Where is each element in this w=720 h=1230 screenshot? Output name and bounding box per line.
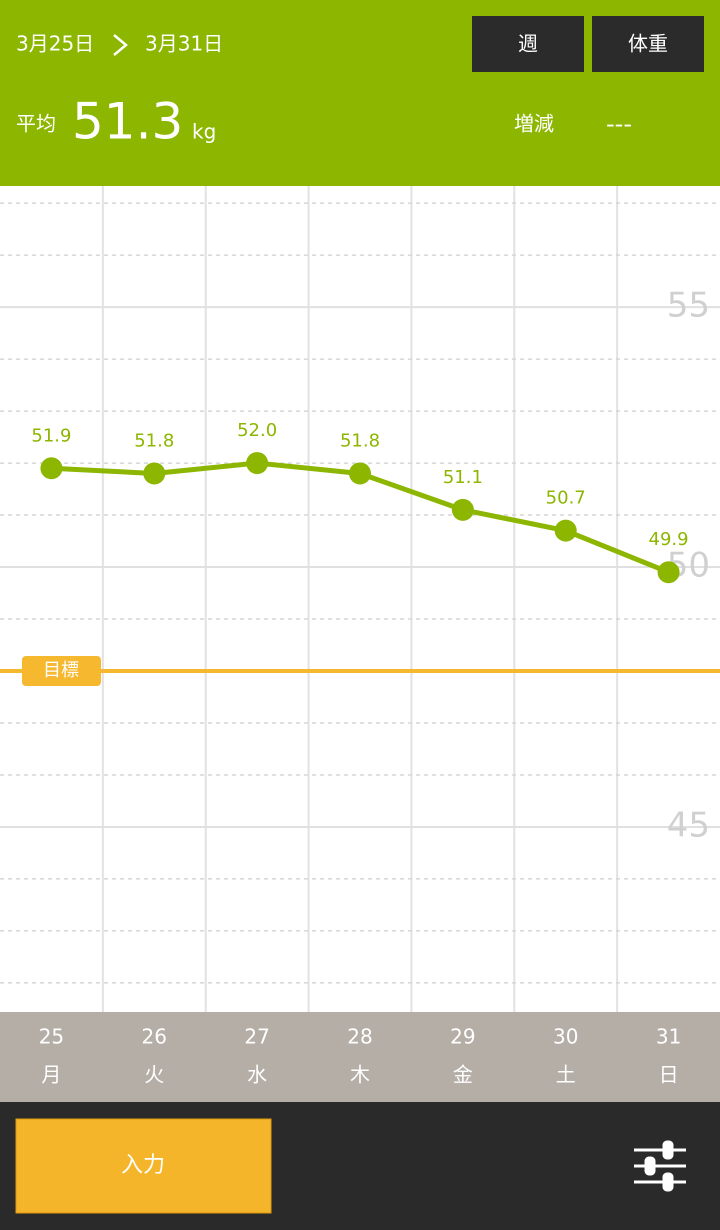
x-tick-label: 25 (39, 1025, 64, 1049)
x-tick-label: 27 (244, 1025, 269, 1049)
input-button-label: 入力 (121, 1153, 165, 1178)
x-tick-label: 31 (656, 1025, 681, 1049)
data-point (451, 498, 474, 521)
metric-button[interactable] (592, 16, 704, 72)
average-value: 51.3 (72, 93, 183, 151)
weekday-label: 火 (144, 1063, 164, 1087)
weekday-label: 木 (350, 1063, 370, 1087)
weekday-label: 金 (453, 1063, 473, 1087)
goal-badge (22, 655, 101, 686)
data-label: 51.9 (31, 425, 71, 446)
weekday-label: 土 (556, 1063, 576, 1087)
data-point (657, 561, 680, 584)
data-label: 52.0 (237, 420, 277, 441)
metric-button-label: 体重 (628, 32, 668, 56)
data-label: 50.7 (546, 488, 586, 509)
x-tick-label: 28 (347, 1025, 372, 1049)
period-button-label: 週 (518, 32, 538, 56)
data-point (554, 519, 577, 542)
data-label: 51.8 (340, 430, 380, 451)
data-point (40, 457, 63, 480)
x-tick-label: 30 (553, 1025, 578, 1049)
data-label: 51.8 (134, 430, 174, 451)
weekday-label: 月 (41, 1063, 61, 1087)
change-label: 増減 (514, 112, 554, 136)
data-label: 49.9 (649, 529, 689, 550)
arrow-icon (113, 34, 128, 56)
weekday-label: 日 (659, 1063, 679, 1087)
plot-area (0, 186, 720, 1012)
date-to: 3月31日 (145, 32, 223, 56)
weekday-label: 水 (247, 1063, 267, 1087)
data-point (246, 452, 269, 475)
goal-label: 目標 (43, 660, 79, 681)
average-label: 平均 (16, 112, 56, 136)
x-axis-band (0, 1012, 720, 1102)
data-point (349, 462, 371, 485)
unit: kg (192, 120, 216, 144)
settings-icon[interactable] (634, 1140, 686, 1192)
date-from: 3月25日 (16, 32, 94, 56)
data-label: 51.1 (443, 467, 483, 488)
change-value: --- (606, 110, 632, 138)
x-tick-label: 26 (142, 1025, 167, 1049)
y-tick-label: 55 (667, 286, 710, 326)
data-point (143, 462, 166, 485)
y-tick-label: 45 (667, 805, 710, 845)
x-tick-label: 29 (450, 1025, 475, 1049)
input-button[interactable] (15, 1118, 272, 1214)
period-button[interactable] (472, 16, 584, 72)
